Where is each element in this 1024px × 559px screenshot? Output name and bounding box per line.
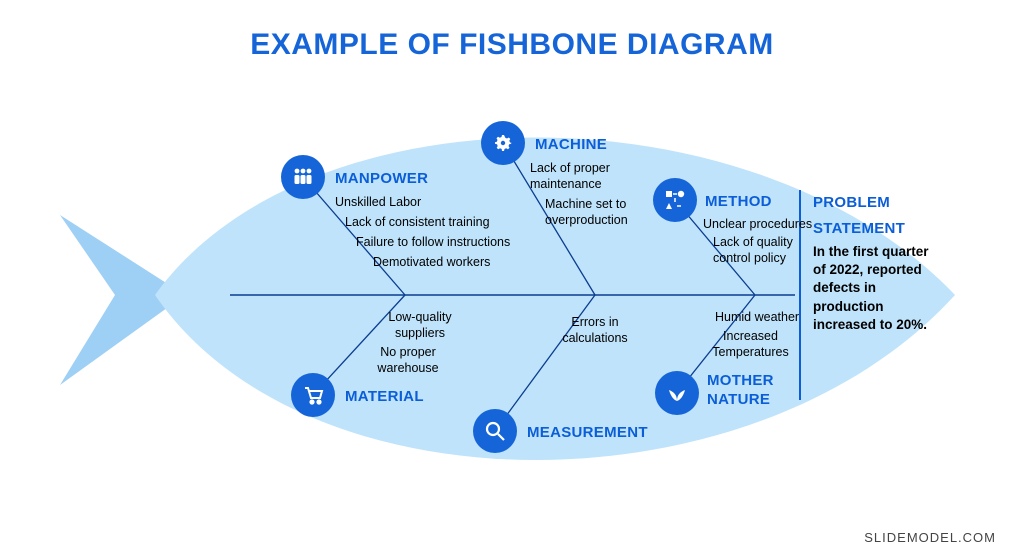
category-nature: MOTHER NATURE	[707, 372, 807, 410]
measurement-cause-0: Errors in calculations	[550, 315, 640, 346]
category-machine: MACHINE	[535, 136, 607, 155]
shapes-icon	[653, 178, 697, 222]
problem-body: In the first quarter of 2022, reported d…	[813, 243, 943, 334]
people-icon	[281, 155, 325, 199]
material-cause-1: No proper warehouse	[363, 345, 453, 376]
gear-icon	[481, 121, 525, 165]
footer-brand: SLIDEMODEL.COM	[864, 530, 996, 545]
leaf-icon	[655, 371, 699, 415]
machine-cause-1: Machine set to overproduction	[545, 197, 655, 228]
category-manpower: MANPOWER	[335, 170, 428, 189]
category-method: METHOD	[705, 193, 772, 212]
problem-heading-2: STATEMENT	[813, 215, 905, 242]
manpower-cause-0: Unskilled Labor	[335, 195, 421, 211]
nature-cause-1: Increased Temperatures	[703, 329, 798, 360]
method-cause-1: Lack of quality control policy	[713, 235, 808, 266]
problem-heading-1: PROBLEM	[813, 189, 890, 216]
category-measurement: MEASUREMENT	[527, 424, 648, 443]
manpower-cause-3: Demotivated workers	[373, 255, 490, 271]
machine-cause-0: Lack of proper maintenance	[530, 161, 640, 192]
manpower-cause-1: Lack of consistent training	[345, 215, 490, 231]
nature-cause-0: Humid weather	[715, 310, 799, 326]
category-material: MATERIAL	[345, 388, 424, 407]
diagram-title: EXAMPLE OF FISHBONE DIAGRAM	[0, 28, 1024, 62]
method-cause-0: Unclear procedures	[703, 217, 812, 233]
magnifier-icon	[473, 409, 517, 453]
cart-icon	[291, 373, 335, 417]
manpower-cause-2: Failure to follow instructions	[356, 235, 510, 251]
material-cause-0: Low-quality suppliers	[375, 310, 465, 341]
fishbone-diagram: MANPOWER Unskilled Labor Lack of consist…	[55, 95, 965, 515]
